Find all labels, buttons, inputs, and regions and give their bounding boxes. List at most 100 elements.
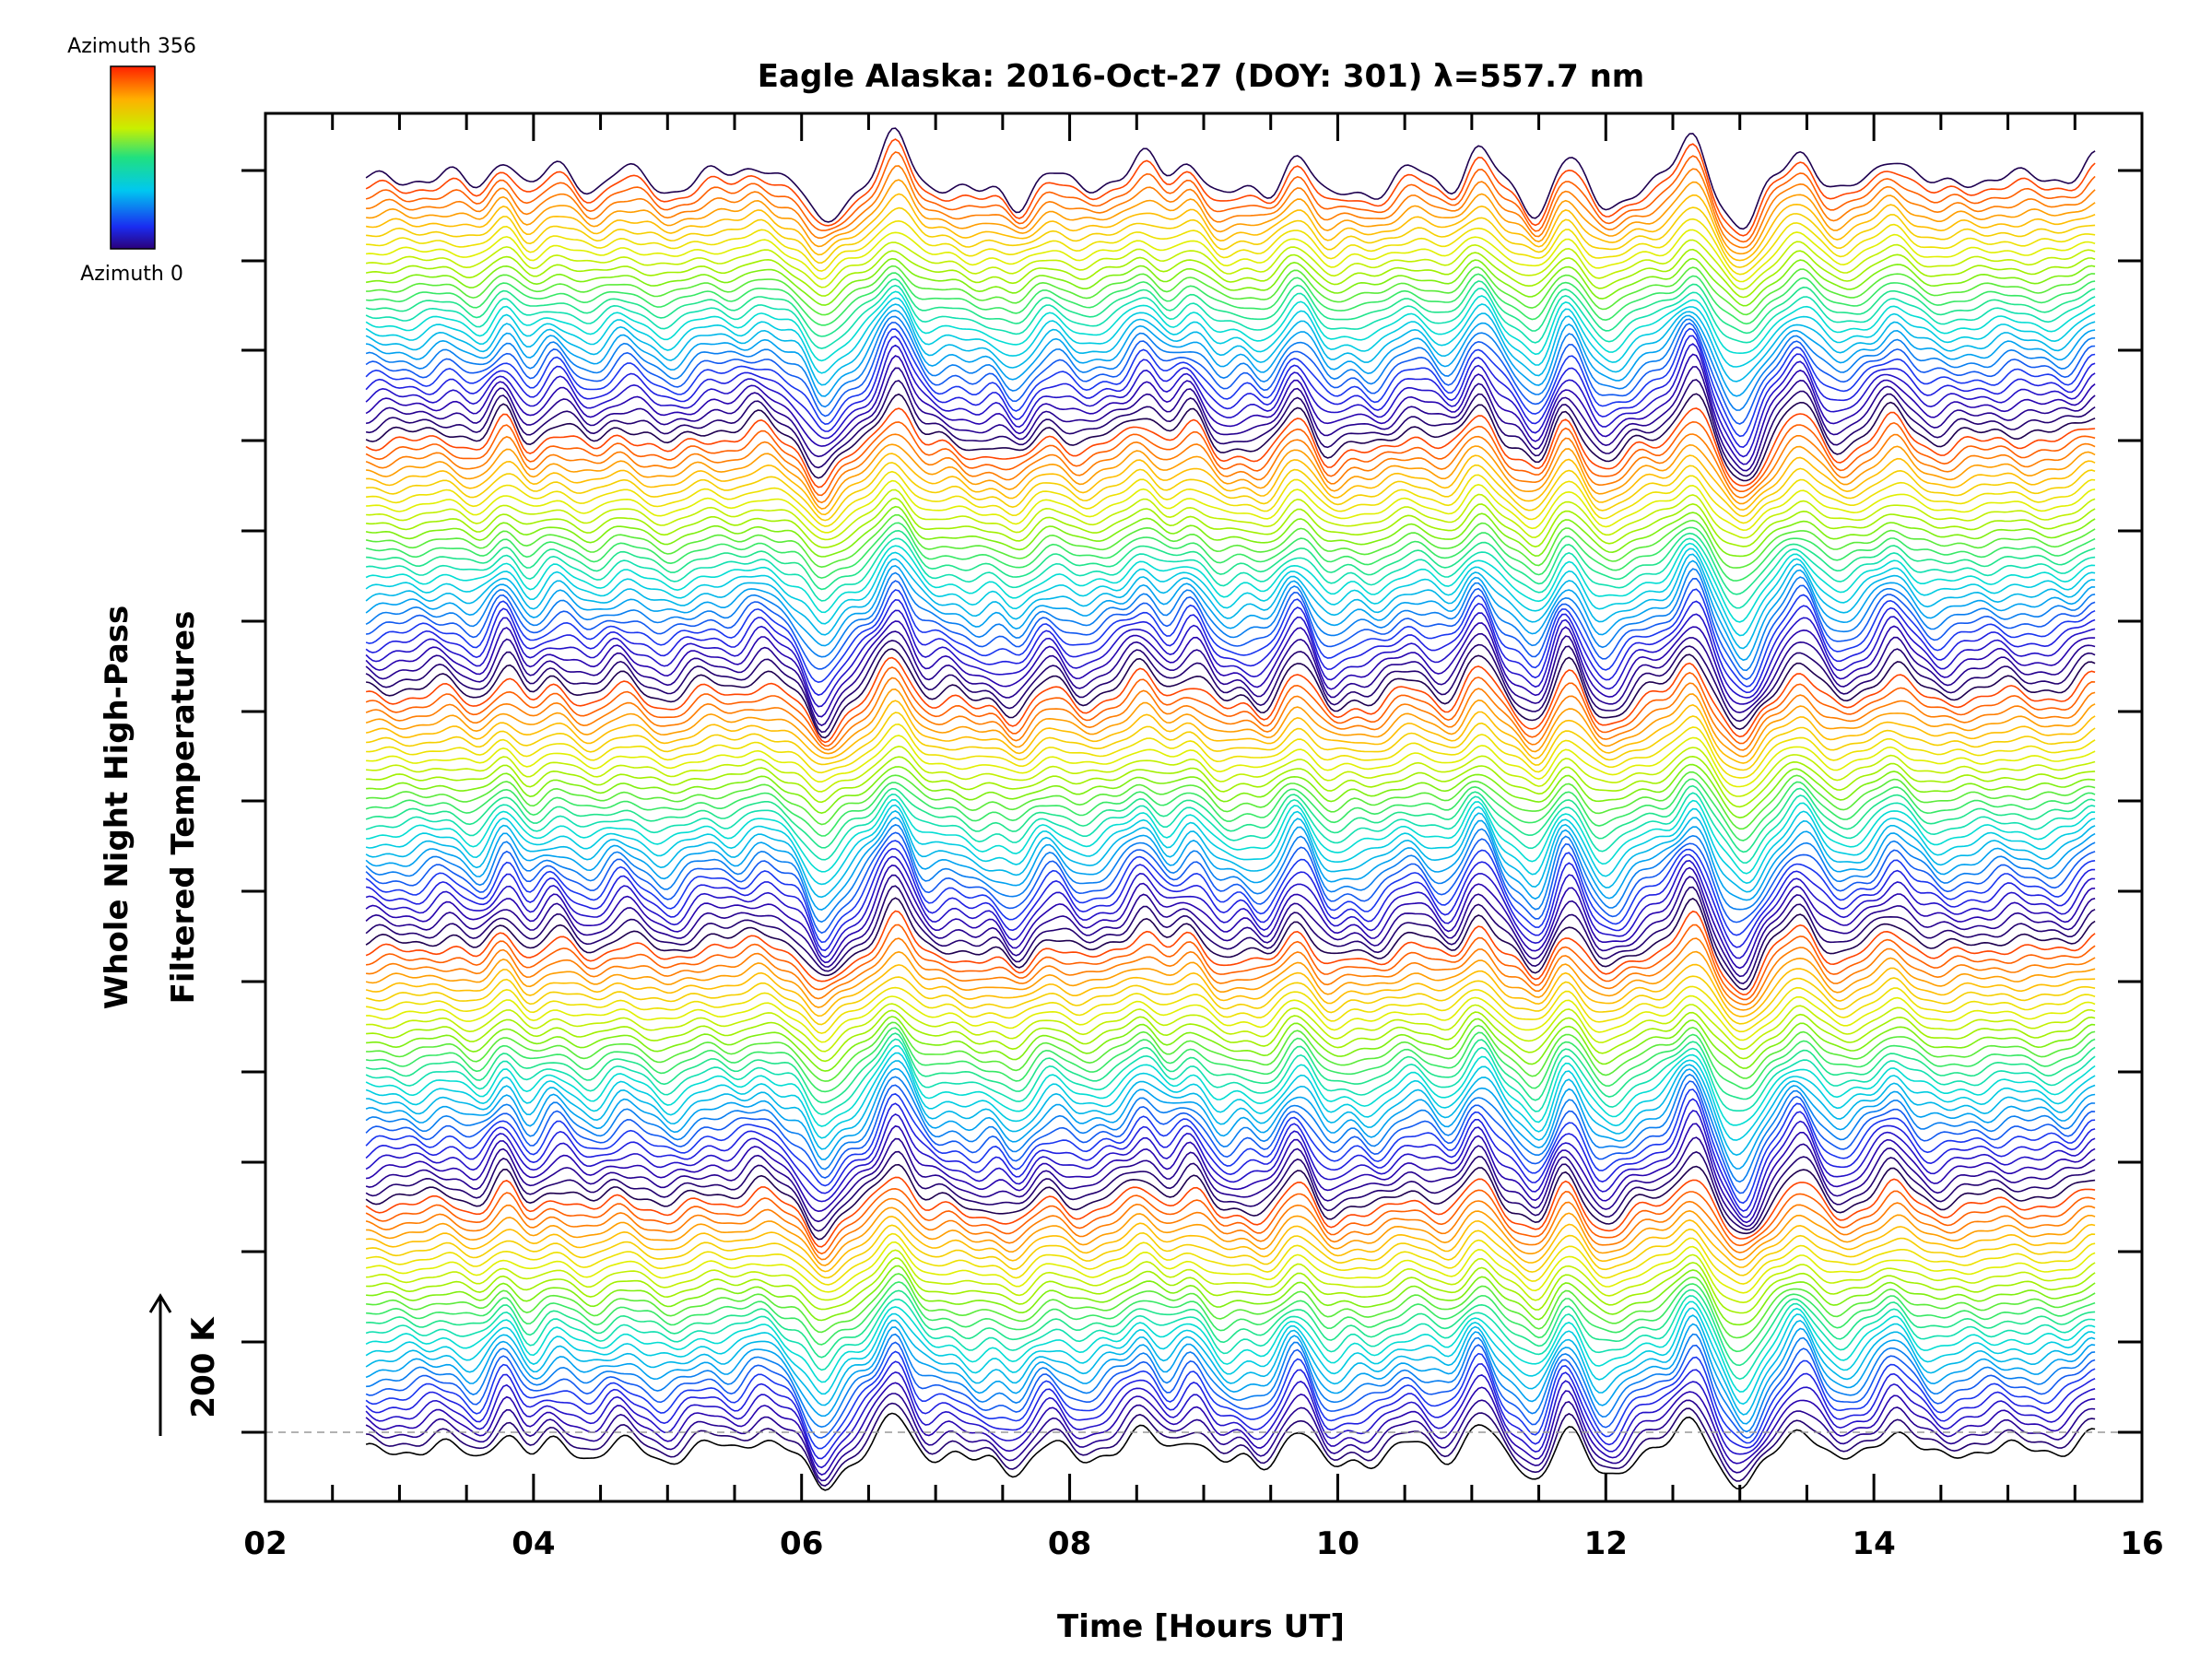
x-tick-label: 04 — [512, 1525, 555, 1562]
series-line — [366, 529, 2096, 595]
x-tick-label: 16 — [2120, 1525, 2163, 1562]
series-line — [365, 151, 2096, 243]
series-line — [365, 1088, 2096, 1205]
series-line — [365, 1232, 2096, 1286]
series-line — [365, 963, 2096, 1018]
series-line — [365, 433, 2096, 504]
x-tick-label: 06 — [780, 1525, 823, 1562]
series-line — [366, 1402, 2096, 1487]
series-line — [365, 1393, 2096, 1482]
series-line — [365, 792, 2096, 865]
series-line — [365, 1341, 2096, 1439]
series-line — [365, 127, 2096, 230]
series-line — [365, 666, 2096, 747]
series-line — [365, 897, 2096, 991]
series-line — [366, 272, 2096, 326]
series-line — [366, 453, 2096, 516]
series-line — [365, 420, 2096, 497]
series-line — [365, 393, 2096, 482]
series-line — [365, 239, 2096, 290]
series-line — [365, 343, 2096, 458]
series-line — [366, 179, 2096, 255]
series-line — [365, 804, 2096, 886]
series-line — [365, 1123, 2096, 1224]
series-line — [365, 193, 2096, 262]
series-line — [366, 1009, 2096, 1063]
series-line — [365, 1150, 2096, 1232]
series-line — [365, 497, 2096, 548]
series-line — [365, 248, 2096, 299]
series-line — [365, 778, 2096, 841]
series-line — [365, 257, 2096, 307]
series-line — [366, 1215, 2096, 1273]
series-line — [365, 1323, 2096, 1425]
series-line — [365, 553, 2096, 650]
series-line — [365, 1307, 2096, 1406]
series-line — [366, 1003, 2096, 1053]
series-line — [365, 985, 2096, 1034]
series-line — [365, 1241, 2096, 1294]
x-axis-label: Time [Hours UT] — [1057, 1608, 1345, 1645]
series-line — [365, 1412, 2096, 1491]
series-line — [365, 1044, 2096, 1127]
series-line — [366, 1206, 2096, 1266]
series-line — [365, 1187, 2096, 1255]
series-line — [366, 1281, 2096, 1353]
series-line — [366, 1273, 2096, 1339]
y-axis-label-line2: Filtered Temperatures — [165, 611, 202, 1005]
series-line — [365, 1052, 2096, 1141]
series-line — [365, 598, 2096, 696]
series-line — [365, 443, 2096, 510]
series-line — [365, 950, 2096, 1011]
series-line — [366, 218, 2096, 276]
series-line — [366, 1333, 2096, 1433]
series-line — [366, 206, 2096, 268]
series-line — [366, 1016, 2096, 1072]
series-line — [366, 755, 2096, 808]
series-line — [365, 1350, 2096, 1450]
series-line — [365, 290, 2096, 362]
scale-arrow — [148, 1293, 172, 1436]
series-line — [366, 462, 2096, 522]
series-line — [365, 688, 2096, 758]
series-line — [365, 910, 2096, 996]
series-line — [366, 723, 2096, 779]
series-line — [365, 327, 2096, 438]
series-line — [365, 1371, 2096, 1469]
series-line — [366, 1288, 2096, 1367]
series-line — [365, 588, 2096, 688]
series-line — [366, 479, 2096, 534]
series-line — [365, 1295, 2096, 1381]
series-line — [365, 1110, 2096, 1218]
series-line — [365, 831, 2096, 935]
series-line — [365, 771, 2096, 830]
series-line — [365, 975, 2096, 1026]
series-line — [366, 994, 2096, 1043]
series-line — [366, 763, 2096, 819]
series-line — [365, 1032, 2096, 1104]
series-line — [365, 284, 2096, 349]
series-line — [365, 366, 2096, 472]
series-line — [365, 1197, 2096, 1261]
series-line — [365, 1038, 2096, 1115]
series-line — [365, 885, 2096, 984]
series-line — [366, 488, 2096, 541]
series-line — [365, 874, 2096, 978]
series-line — [365, 322, 2096, 425]
series-line — [365, 297, 2096, 374]
series-line — [365, 547, 2096, 637]
series-line — [365, 648, 2096, 739]
series-line — [365, 522, 2096, 582]
series-line — [365, 577, 2096, 680]
series-line — [365, 315, 2096, 411]
x-tick-labels: 02 04 06 08 10 12 14 16 — [243, 1525, 2163, 1562]
series-line — [365, 1067, 2096, 1170]
series-line — [365, 817, 2096, 911]
series-line — [365, 138, 2096, 237]
series-line — [365, 677, 2096, 751]
series-line — [365, 559, 2096, 662]
series-line — [366, 470, 2096, 527]
series-line — [365, 1176, 2096, 1248]
series-line — [365, 864, 2096, 970]
series-line — [366, 745, 2096, 797]
